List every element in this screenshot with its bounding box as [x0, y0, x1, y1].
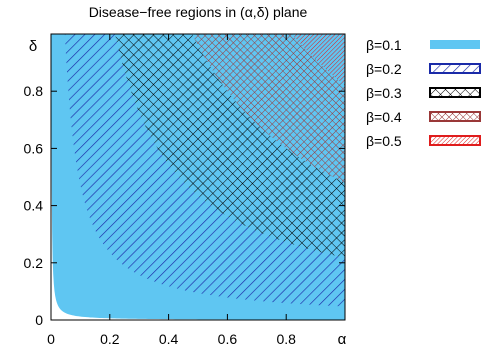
- legend-swatch: [429, 63, 481, 74]
- x-tick-label: 0: [47, 331, 55, 347]
- x-tick-label: 0.8: [276, 331, 296, 347]
- plot-frame: [50, 33, 346, 321]
- y-tick-label: 0.8: [24, 83, 44, 99]
- legend-label: β=0.4: [366, 109, 402, 125]
- x-axis: 0 0.2 0.4 0.6 0.8: [47, 34, 296, 347]
- y-tick-label: 0: [35, 312, 43, 328]
- legend-swatch: [430, 40, 480, 49]
- x-axis-label: α: [338, 331, 347, 348]
- regions: [51, 34, 345, 320]
- x-tick-label: 0.4: [159, 331, 179, 347]
- chart-title: Disease−free regions in (α,δ) plane: [89, 4, 308, 20]
- region-beta-5: [292, 34, 345, 86]
- y-axis-label: δ: [29, 38, 37, 55]
- legend-label: β=0.5: [366, 133, 402, 149]
- y-tick-label: 0.2: [24, 255, 44, 271]
- legend-label: β=0.2: [366, 61, 402, 77]
- y-axis: 0 0.2 0.4 0.6 0.8: [24, 83, 345, 328]
- y-tick-label: 0.4: [24, 198, 44, 214]
- legend: β=0.1 β=0.2 β=0.3 β=0.4 β=0.5: [366, 37, 481, 149]
- legend-swatch: [429, 111, 481, 122]
- x-tick-label: 0.6: [218, 331, 238, 347]
- legend-label: β=0.3: [366, 85, 402, 101]
- x-tick-label: 0.2: [100, 331, 120, 347]
- legend-label: β=0.1: [366, 37, 402, 53]
- y-tick-label: 0.6: [24, 140, 44, 156]
- legend-swatch: [429, 135, 481, 146]
- region-beta-4: [192, 34, 345, 183]
- legend-swatch: [429, 87, 481, 98]
